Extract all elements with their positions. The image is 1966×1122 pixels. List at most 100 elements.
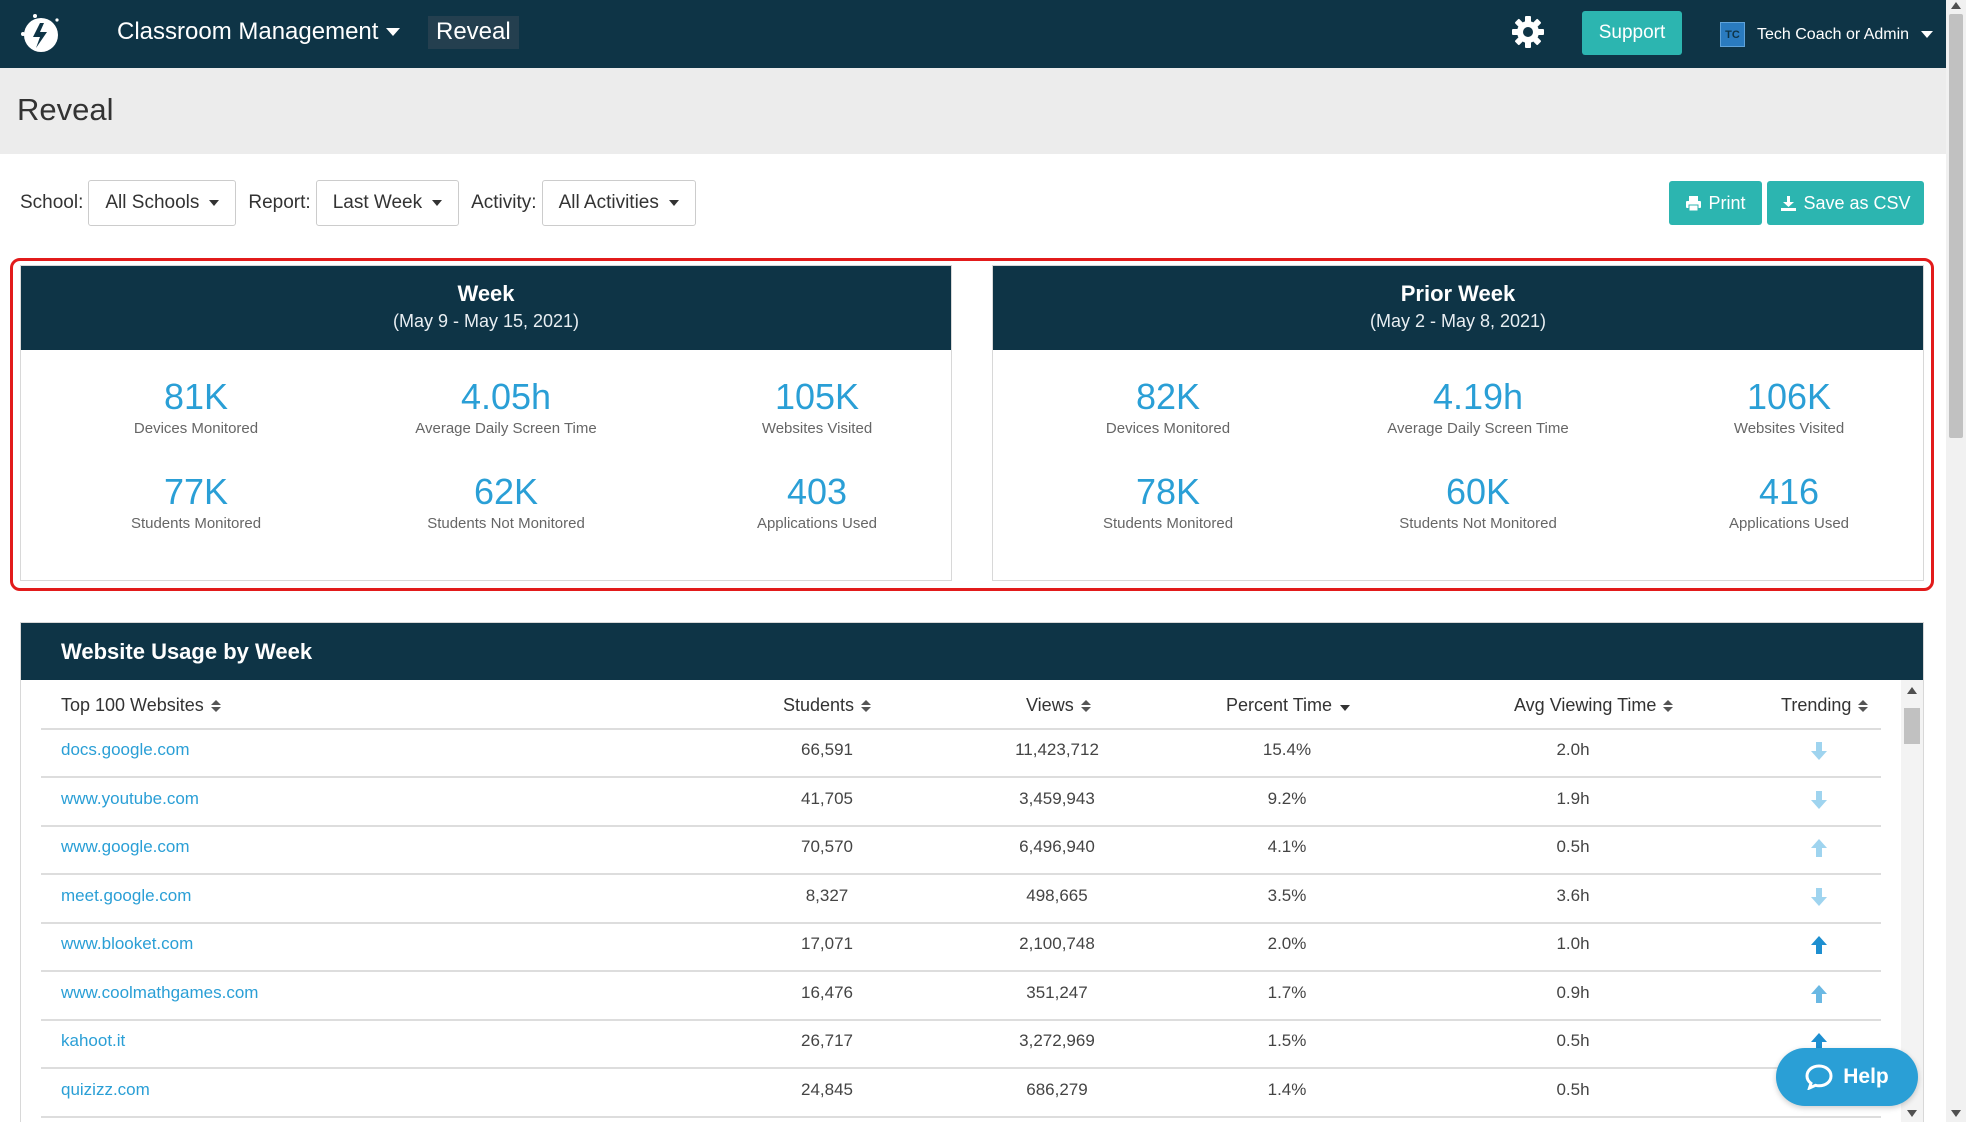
week-panel-header: Week (May 9 - May 15, 2021) <box>21 266 951 350</box>
table-header: Top 100 Websites Students Views Percent … <box>41 680 1881 730</box>
views-cell: 2,100,748 <box>1019 934 1095 953</box>
stat-label: Students Monitored <box>1102 515 1234 532</box>
column-header-avg-viewing-time[interactable]: Avg Viewing Time <box>1514 695 1674 716</box>
column-header-trending[interactable]: Trending <box>1781 695 1869 716</box>
user-menu[interactable]: TC Tech Coach or Admin <box>1720 22 1934 47</box>
sort-icon <box>1858 699 1869 712</box>
students-cell: 16,476 <box>801 982 853 1002</box>
website-link[interactable]: quizizz.com <box>61 1079 150 1099</box>
table-row[interactable]: www.google.com 70,570 6,496,940 4.1% 0.5h <box>41 827 1881 875</box>
avg-viewing-time-cell: 0.5h <box>1556 837 1590 856</box>
print-label: Print <box>1708 192 1746 213</box>
sort-icon <box>1663 699 1674 712</box>
percent-time-cell: 3.5% <box>1267 885 1307 905</box>
page-header: Reveal <box>0 68 1946 154</box>
stat-applications-used: 416 Applications Used <box>1634 471 1944 532</box>
column-header-websites[interactable]: Top 100 Websites <box>61 695 221 716</box>
highlight-frame <box>10 258 1934 591</box>
table-row[interactable]: www.coolmathgames.com 16,476 351,247 1.7% 0.… <box>41 973 1881 1021</box>
activity-dropdown[interactable]: All Activities <box>541 180 696 226</box>
stat-value: 4.05h <box>460 376 552 417</box>
table-row[interactable]: kahoot.it 26,717 3,272,969 1.5% 0.5h <box>41 1021 1881 1069</box>
help-button[interactable]: Help <box>1776 1048 1918 1106</box>
download-icon <box>1781 195 1797 211</box>
percent-time-cell: 1.5% <box>1267 1031 1307 1050</box>
classroom-management-menu[interactable]: Classroom Management <box>117 18 401 46</box>
stat-label: Websites Visited <box>1733 420 1845 437</box>
save-csv-button[interactable]: Save as CSV <box>1767 181 1924 225</box>
website-link[interactable]: kahoot.it <box>61 1031 126 1050</box>
percent-time-cell: 15.4% <box>1262 740 1312 759</box>
column-header-label: Avg Viewing Time <box>1514 695 1657 715</box>
table-scrollbar[interactable] <box>1901 680 1923 1122</box>
stat-value: 105K <box>774 376 860 417</box>
website-link[interactable]: meet.google.com <box>61 885 192 905</box>
stat-students-not-monitored: 62K Students Not Monitored <box>351 471 661 532</box>
chevron-down-icon <box>432 200 443 206</box>
report-dropdown[interactable]: Last Week <box>315 180 460 226</box>
scroll-up-arrow-icon[interactable] <box>1907 687 1917 694</box>
gear-icon[interactable] <box>1510 14 1546 50</box>
stat-devices-monitored: 81K Devices Monitored <box>41 376 351 437</box>
scroll-up-arrow-icon[interactable] <box>1951 2 1961 9</box>
report-filter-label: Report: <box>248 192 311 213</box>
table-row[interactable]: quizizz.com 24,845 686,279 1.4% 0.5h <box>41 1070 1881 1118</box>
scroll-down-arrow-icon[interactable] <box>1907 1110 1917 1117</box>
scrollbar-thumb[interactable] <box>1949 14 1963 438</box>
nav-reveal-link[interactable]: Reveal <box>428 16 519 49</box>
column-header-views[interactable]: Views <box>1026 695 1091 716</box>
trend-up-arrow-icon <box>1811 936 1827 954</box>
sort-icon <box>1080 699 1091 712</box>
printer-icon <box>1686 195 1702 211</box>
percent-time-cell: 1.7% <box>1267 982 1307 1002</box>
page-scrollbar[interactable] <box>1946 0 1966 1122</box>
scroll-down-arrow-icon[interactable] <box>1951 1110 1961 1117</box>
stat-label: Websites Visited <box>761 420 873 437</box>
column-header-percent-time[interactable]: Percent Time <box>1226 695 1351 716</box>
table-row[interactable]: docs.google.com 66,591 11,423,712 15.4% 2.0h <box>41 730 1881 778</box>
website-link[interactable]: www.coolmathgames.com <box>61 982 259 1002</box>
column-header-students[interactable]: Students <box>783 695 872 716</box>
report-dropdown-value: Last Week <box>332 192 423 213</box>
stat-students-not-monitored: 60K Students Not Monitored <box>1323 471 1633 532</box>
school-filter-label: School: <box>20 192 84 213</box>
students-cell: 24,845 <box>801 1079 853 1099</box>
stat-label: Applications Used <box>756 515 878 532</box>
website-link[interactable]: www.youtube.com <box>61 788 199 808</box>
stat-label: Students Not Monitored <box>1399 515 1557 532</box>
stat-label: Students Not Monitored <box>427 515 585 532</box>
students-cell: 66,591 <box>801 740 853 759</box>
sort-icon <box>210 699 221 712</box>
column-header-label: Top 100 Websites <box>61 695 204 715</box>
school-dropdown[interactable]: All Schools <box>88 180 237 226</box>
views-cell: 686,279 <box>1026 1079 1088 1099</box>
trend-down-arrow-icon <box>1811 887 1827 906</box>
prior-week-stats-panel: Prior Week (May 2 - May 8, 2021) 82K Dev… <box>992 265 1924 581</box>
website-link[interactable]: www.google.com <box>61 837 190 856</box>
percent-time-cell: 1.4% <box>1267 1079 1307 1099</box>
user-name: Tech Coach or Admin <box>1757 25 1910 43</box>
support-button[interactable]: Support <box>1582 11 1682 55</box>
stat-label: Devices Monitored <box>1105 420 1231 437</box>
scrollbar-thumb[interactable] <box>1904 708 1920 744</box>
sort-desc-icon <box>1340 704 1351 711</box>
page-title: Reveal <box>17 92 114 127</box>
students-cell: 70,570 <box>801 837 853 856</box>
app-logo-icon[interactable] <box>14 10 62 58</box>
table-row[interactable]: www.blooket.com 17,071 2,100,748 2.0% 1.0h <box>41 924 1881 972</box>
views-cell: 6,496,940 <box>1019 837 1095 856</box>
table-row[interactable]: meet.google.com 8,327 498,665 3.5% 3.6h <box>41 876 1881 924</box>
column-header-label: Views <box>1026 695 1074 715</box>
website-link[interactable]: docs.google.com <box>61 740 190 759</box>
table-row[interactable]: www.youtube.com 41,705 3,459,943 9.2% 1.9h <box>41 779 1881 827</box>
website-usage-title: Website Usage by Week <box>21 623 1923 680</box>
students-cell: 17,071 <box>801 934 853 953</box>
website-link[interactable]: www.blooket.com <box>61 934 194 953</box>
school-dropdown-value: All Schools <box>105 192 200 213</box>
print-button[interactable]: Print <box>1669 181 1762 225</box>
avg-viewing-time-cell: 0.5h <box>1556 1031 1590 1050</box>
activity-filter-label: Activity: <box>471 192 537 213</box>
week-panel-date-range: (May 9 - May 15, 2021) <box>392 311 580 331</box>
stat-websites-visited: 106K Websites Visited <box>1634 376 1944 437</box>
avg-viewing-time-cell: 2.0h <box>1556 740 1590 759</box>
